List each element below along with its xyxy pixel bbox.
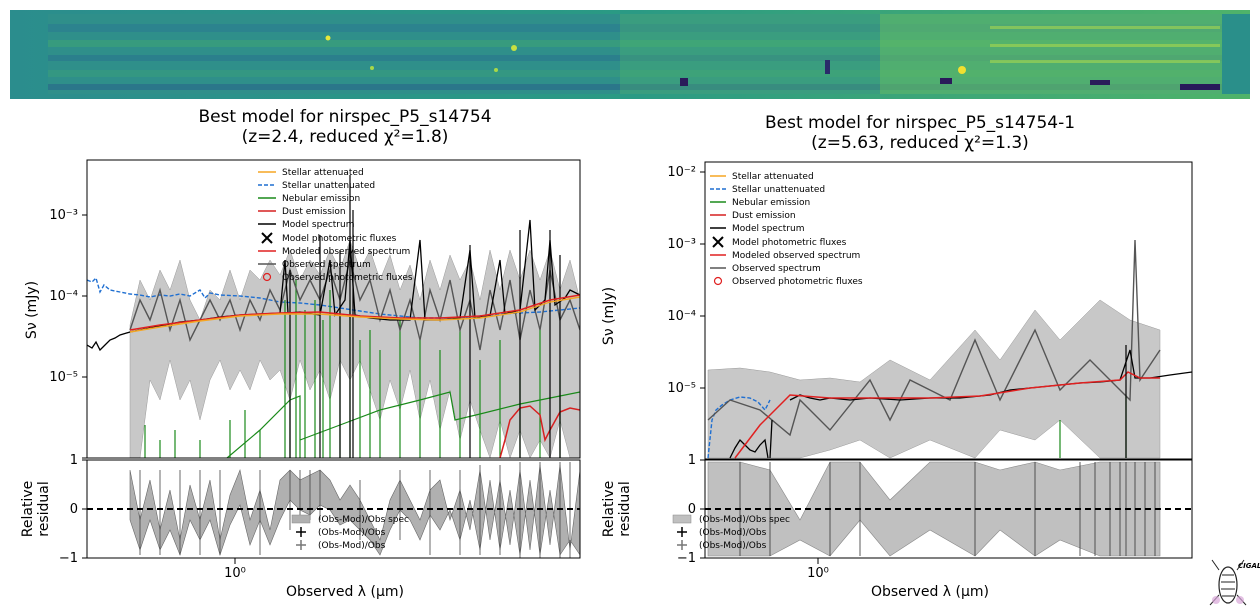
cigale-logo: CIGALE xyxy=(1209,559,1260,606)
chart1-main-panel: 10⁻³ 10⁻⁴ 10⁻⁵ Sν (mJy) Stellar attenuat… xyxy=(24,159,581,459)
chart1-legend-dust: Dust emission xyxy=(282,207,346,217)
chart2-legend-stellar-unattenuated: Stellar unattenuated xyxy=(732,185,825,195)
chart1-xtick-1e0: 10⁰ xyxy=(224,566,246,581)
chart1-legend-nebular: Nebular emission xyxy=(282,194,360,204)
chart1-resid-tick-1: 1 xyxy=(70,453,78,468)
chart2-xlabel: Observed λ (μm) xyxy=(871,584,989,600)
chart1-resid-tick-m1: −1 xyxy=(59,551,78,566)
chart1-legend-stellar-attenuated: Stellar attenuated xyxy=(282,168,364,178)
chart1-stellar-unattenuated-line xyxy=(87,276,580,319)
chart1-ytick-1e-4: 10⁻⁴ xyxy=(49,289,78,304)
chart2-legend-observed-spectrum: Observed spectrum xyxy=(732,264,821,274)
chart2-residual-legend: (Obs-Mod)/Obs spec (Obs-Mod)/Obs (Obs-Mo… xyxy=(672,514,790,551)
spectrum-strip xyxy=(10,10,1250,99)
chart2-resid-legend-obs1: (Obs-Mod)/Obs xyxy=(699,528,767,538)
chart1-legend-model-photometric: Model photometric fluxes xyxy=(282,234,397,244)
chart1-modeled-observed-line xyxy=(129,294,580,331)
chart2-resid-tick-m1: −1 xyxy=(677,551,696,566)
chart2-legend-modeled-observed: Modeled observed spectrum xyxy=(732,251,860,261)
chart1-subtitle: (z=2.4, reduced χ²=1.8) xyxy=(242,127,449,147)
chart2-resid-ylabel-1: Relative xyxy=(601,481,617,537)
chart1-residual-legend: (Obs-Mod)/Obs spec (Obs-Mod)/Obs (Obs-Mo… xyxy=(291,514,409,551)
chart2-resid-legend-obs2: (Obs-Mod)/Obs xyxy=(699,541,767,551)
chart1-ytick-1e-5: 10⁻⁵ xyxy=(49,370,78,385)
chart1-legend: Stellar attenuated Stellar unattenuated … xyxy=(258,168,413,283)
chart2-xtick-1e0: 10⁰ xyxy=(807,566,829,581)
chart2-obs-uncertainty-band xyxy=(707,299,1161,459)
chart1-stellar-attenuated-line xyxy=(129,296,580,333)
chart1-resid-tick-0: 0 xyxy=(70,502,78,517)
chart2-resid-tick-1: 1 xyxy=(688,453,696,468)
chart2-legend-stellar-attenuated: Stellar attenuated xyxy=(732,172,814,182)
chart1-ytick-1e-3: 10⁻³ xyxy=(49,208,78,223)
chart2-subtitle: (z=5.63, reduced χ²=1.3) xyxy=(811,133,1029,153)
chart2-ytick-1e-4: 10⁻⁴ xyxy=(667,309,696,324)
chart2-ytick-1e-3: 10⁻³ xyxy=(667,237,696,252)
chart2-resid-ylabel-2: residual xyxy=(617,481,633,536)
chart2-modeled-observed-line xyxy=(734,371,1160,459)
chart1-legend-observed-photometric: Observed photometric fluxes xyxy=(282,273,413,283)
chart2-title: Best model for nirspec_P5_s14754-1 xyxy=(765,113,1075,133)
chart1-dust-emission-line xyxy=(499,405,580,458)
chart2-ylabel: Sν (mJy) xyxy=(601,287,617,345)
chart1-residual-band xyxy=(129,464,580,557)
chart2-legend-model-spectrum: Model spectrum xyxy=(732,224,804,234)
chart1-resid-legend-obs2: (Obs-Mod)/Obs xyxy=(318,541,386,551)
chart2-observed-spectrum-line xyxy=(707,239,1161,437)
chart1-resid-ylabel-1: Relative xyxy=(20,481,36,537)
chart2-legend-dust: Dust emission xyxy=(732,211,796,221)
chart1-obs-uncertainty-band xyxy=(129,239,580,458)
chart1-resid-legend-spec: (Obs-Mod)/Obs spec xyxy=(318,515,409,525)
chart2-ytick-1e-5: 10⁻⁵ xyxy=(667,381,696,396)
chart1-title: Best model for nirspec_P5_s14754 xyxy=(198,107,491,127)
chart2-residual-band xyxy=(707,461,1161,557)
chart1-model-spectrum-line xyxy=(87,219,580,352)
chart2-resid-tick-0: 0 xyxy=(688,502,696,517)
chart1-residual-panel: 1 0 −1 Relative residual 10⁰ Observed λ … xyxy=(20,453,581,600)
chart2-residual-panel: 1 0 −1 Relative residual 10⁰ Observed λ … xyxy=(601,453,1193,600)
chart1-legend-stellar-unattenuated: Stellar unattenuated xyxy=(282,181,375,191)
cigale-logo-text: CIGALE xyxy=(1238,562,1260,570)
chart2-legend: Stellar attenuated Stellar unattenuated … xyxy=(710,172,863,287)
chart1-resid-legend-obs1: (Obs-Mod)/Obs xyxy=(318,528,386,538)
chart2-legend-observed-photometric: Observed photometric fluxes xyxy=(732,277,863,287)
chart2-ytick-1e-2: 10⁻² xyxy=(667,165,696,180)
chart1-xlabel: Observed λ (μm) xyxy=(286,584,404,600)
chart2-legend-nebular: Nebular emission xyxy=(732,198,810,208)
chart1-legend-observed-spectrum: Observed spectrum xyxy=(282,260,371,270)
chart2-legend-model-photometric: Model photometric fluxes xyxy=(732,238,847,248)
chart1-legend-modeled-observed: Modeled observed spectrum xyxy=(282,247,410,257)
chart2-resid-legend-spec: (Obs-Mod)/Obs spec xyxy=(699,515,790,525)
chart1-ylabel: Sν (mJy) xyxy=(24,281,40,339)
chart2-main-panel: 10⁻² 10⁻³ 10⁻⁴ 10⁻⁵ Sν (mJy) Stellar att… xyxy=(601,161,1193,460)
chart1-observed-spectrum-line xyxy=(129,259,580,351)
chart1-resid-ylabel-2: residual xyxy=(36,481,52,536)
chart1-legend-model-spectrum: Model spectrum xyxy=(282,220,354,230)
